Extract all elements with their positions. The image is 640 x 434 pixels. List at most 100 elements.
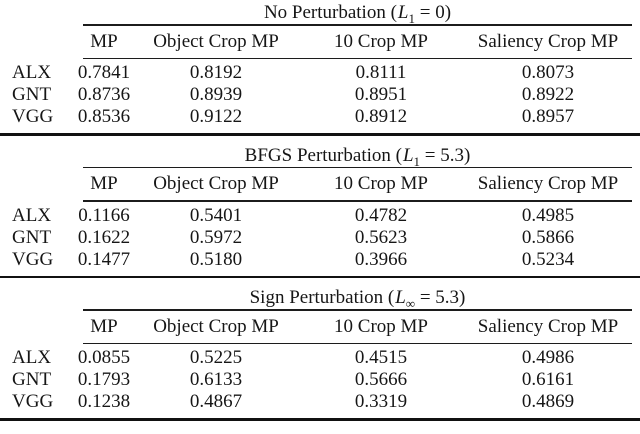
section-title-text: Sign Perturbation (	[249, 287, 395, 308]
table-row-alx: ALX 0.0855 0.5225 0.4515 0.4986	[0, 347, 640, 369]
table-row-alx: ALX 0.1166 0.5401 0.4782 0.4985	[0, 205, 640, 227]
column-header-mp: MP	[90, 173, 118, 194]
row-label-alx: ALX	[12, 347, 52, 368]
math-variable: L	[395, 287, 406, 308]
metric-value: 0.0855	[77, 347, 131, 368]
metric-value: 0.1166	[78, 204, 130, 226]
row-label-vgg: VGG	[12, 248, 54, 270]
column-header-saliency-crop-mp: Saliency Crop MP	[477, 173, 619, 194]
section-title-text: = 0)	[415, 2, 452, 23]
section-no-perturbation: No Perturbation (L1 = 0) MP Object Crop …	[0, 1, 640, 136]
metric-value: 0.8736	[77, 84, 131, 105]
section-title-text: = 5.3)	[415, 287, 466, 308]
table-row-alx: ALX 0.7841 0.8192 0.8111 0.8073	[0, 62, 640, 84]
metric-value: 0.4986	[521, 347, 575, 368]
data-rows: ALX 0.0855 0.5225 0.4515 0.4986 GNT 0.17…	[0, 344, 640, 418]
column-header-10-crop-mp: 10 Crop MP	[334, 30, 428, 52]
metric-value: 0.4782	[354, 204, 408, 226]
row-label-alx: ALX	[12, 62, 52, 83]
title-rule	[83, 309, 632, 311]
metric-value: 0.8957	[521, 106, 575, 127]
column-header-row: MP Object Crop MP 10 Crop MP Saliency Cr…	[0, 26, 640, 58]
row-label-alx: ALX	[12, 204, 52, 226]
metric-value: 0.8111	[355, 62, 407, 83]
math-variable: L	[397, 2, 409, 23]
section-bottom-rule	[0, 275, 640, 278]
metric-value: 0.5234	[521, 248, 575, 270]
metric-value: 0.5666	[354, 369, 408, 390]
table-row-gnt: GNT 0.1793 0.6133 0.5666 0.6161	[0, 369, 640, 391]
metric-value: 0.5180	[189, 248, 243, 270]
metric-value: 0.3966	[354, 248, 408, 270]
title-rule	[83, 166, 632, 168]
metric-value: 0.8073	[521, 62, 575, 83]
row-label-vgg: VGG	[12, 391, 54, 412]
math-subscript: 1	[408, 10, 416, 26]
metric-value: 0.9122	[189, 106, 243, 127]
section-bottom-rule	[0, 418, 640, 421]
metric-value: 0.4869	[521, 391, 575, 412]
metric-value: 0.8951	[354, 84, 408, 105]
metric-value: 0.5972	[189, 226, 243, 248]
metric-value: 0.7841	[77, 62, 131, 83]
metric-value: 0.1793	[77, 369, 131, 390]
metric-value: 0.8536	[77, 106, 131, 127]
table-row-vgg: VGG 0.8536 0.9122 0.8912 0.8957	[0, 106, 640, 128]
section-sign-perturbation: Sign Perturbation (L∞ = 5.3) MP Object C…	[0, 286, 640, 421]
section-bfgs-perturbation: BFGS Perturbation (L1 = 5.3) MP Object C…	[0, 144, 640, 278]
metric-value: 0.4867	[189, 391, 243, 412]
metric-value: 0.8922	[521, 84, 575, 105]
header-rule	[83, 200, 632, 202]
metric-value: 0.4515	[354, 347, 408, 368]
metric-value: 0.5225	[189, 347, 243, 368]
data-rows: ALX 0.7841 0.8192 0.8111 0.8073 GNT 0.87…	[0, 59, 640, 133]
data-rows: ALX 0.1166 0.5401 0.4782 0.4985 GNT 0.16…	[0, 202, 640, 276]
math-variable: L	[402, 144, 414, 166]
column-header-row: MP Object Crop MP 10 Crop MP Saliency Cr…	[0, 168, 640, 200]
metric-value: 0.8912	[354, 106, 408, 127]
header-rule	[83, 57, 632, 59]
metric-value: 0.5623	[354, 226, 408, 248]
metric-value: 0.1238	[77, 391, 131, 412]
metric-value: 0.5401	[189, 204, 243, 226]
header-rule	[83, 342, 632, 344]
row-label-gnt: GNT	[12, 369, 52, 390]
column-header-10-crop-mp: 10 Crop MP	[334, 173, 428, 194]
column-header-row: MP Object Crop MP 10 Crop MP Saliency Cr…	[0, 311, 640, 343]
title-rule	[83, 24, 632, 26]
column-header-mp: MP	[90, 30, 118, 52]
table-row-vgg: VGG 0.1477 0.5180 0.3966 0.5234	[0, 249, 640, 271]
column-header-saliency-crop-mp: Saliency Crop MP	[477, 315, 619, 337]
column-header-10-crop-mp: 10 Crop MP	[334, 315, 428, 337]
section-title-text: BFGS Perturbation (	[244, 144, 402, 166]
metric-value: 0.8192	[189, 62, 243, 83]
column-header-object-crop-mp: Object Crop MP	[153, 173, 279, 194]
row-label-gnt: GNT	[12, 84, 52, 105]
metric-value: 0.6161	[521, 369, 575, 390]
metric-value: 0.6133	[189, 369, 243, 390]
row-label-vgg: VGG	[12, 106, 54, 127]
table-row-gnt: GNT 0.8736 0.8939 0.8951 0.8922	[0, 84, 640, 106]
column-header-saliency-crop-mp: Saliency Crop MP	[477, 30, 619, 52]
metric-value: 0.1622	[77, 226, 131, 248]
metric-value: 0.5866	[521, 226, 575, 248]
section-bottom-rule	[0, 133, 640, 136]
section-title: No Perturbation (L1 = 0)	[83, 1, 632, 26]
section-title: BFGS Perturbation (L1 = 5.3)	[83, 144, 632, 169]
section-title: Sign Perturbation (L∞ = 5.3)	[83, 286, 632, 311]
metric-value: 0.4985	[521, 204, 575, 226]
metric-value: 0.1477	[77, 248, 131, 270]
section-title-text: = 5.3)	[420, 144, 471, 166]
math-subscript: 1	[413, 153, 421, 169]
section-title-text: No Perturbation (	[263, 2, 397, 23]
column-header-object-crop-mp: Object Crop MP	[153, 315, 279, 337]
table-row-vgg: VGG 0.1238 0.4867 0.3319 0.4869	[0, 391, 640, 413]
table-row-gnt: GNT 0.1622 0.5972 0.5623 0.5866	[0, 227, 640, 249]
metric-value: 0.3319	[354, 391, 408, 412]
metric-value: 0.8939	[189, 84, 243, 105]
row-label-gnt: GNT	[12, 226, 52, 248]
column-header-object-crop-mp: Object Crop MP	[153, 30, 279, 52]
column-header-mp: MP	[90, 315, 118, 337]
math-subscript: ∞	[405, 295, 416, 311]
